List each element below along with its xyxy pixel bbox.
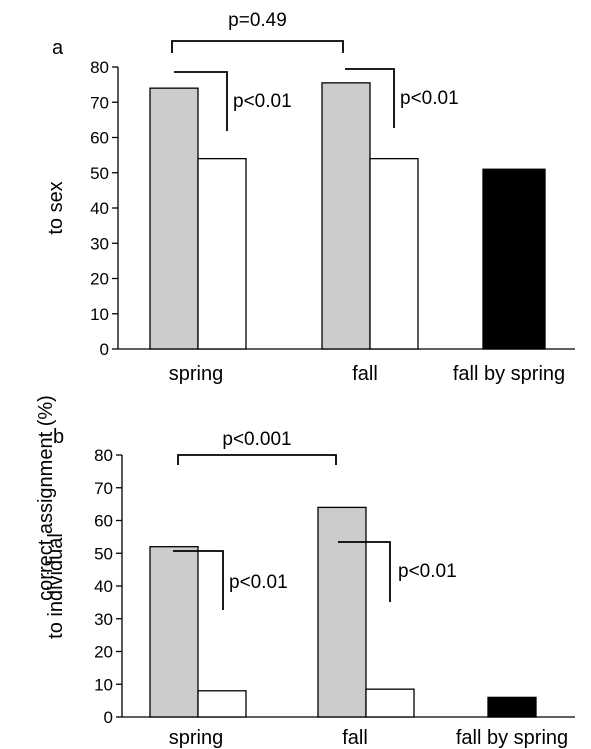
y-tick-label: 0 xyxy=(104,708,113,727)
panel-a-chart: a to sex 0 10 20 30 40 50 60 70 80 spring fall fall b… xyxy=(45,10,575,385)
category-label: fall by spring xyxy=(453,363,565,385)
significance-label: p<0.001 xyxy=(222,429,291,450)
panel-label: b xyxy=(53,426,64,448)
panel-label: a xyxy=(52,37,64,59)
significance-label: p<0.01 xyxy=(229,572,288,593)
bar xyxy=(149,546,199,718)
significance-label: p<0.01 xyxy=(398,561,457,582)
bar xyxy=(369,157,419,350)
y-tick-label: 10 xyxy=(94,675,113,694)
y-tick-label: 80 xyxy=(90,58,109,77)
pair-bracket xyxy=(173,550,224,610)
y-tick-label: 40 xyxy=(94,577,113,596)
y-tick-label: 60 xyxy=(90,129,109,148)
bar xyxy=(197,157,247,350)
bar xyxy=(365,688,415,718)
category-label: fall by spring xyxy=(456,727,568,749)
category-label: spring xyxy=(169,727,223,749)
y-tick-label: 70 xyxy=(94,479,113,498)
bar xyxy=(487,696,537,718)
y-axis-sublabel: to individual xyxy=(45,533,67,639)
category-label: fall xyxy=(352,363,378,385)
y-tick-label: 20 xyxy=(90,270,109,289)
bar xyxy=(197,690,247,718)
significance-label: p<0.01 xyxy=(400,88,459,109)
y-axis-sublabel: to sex xyxy=(45,181,67,234)
y-tick-label: 80 xyxy=(94,446,113,465)
comparison-bracket xyxy=(171,40,344,53)
y-tick-label: 40 xyxy=(90,199,109,218)
bar xyxy=(149,87,199,350)
significance-label: p=0.49 xyxy=(228,10,287,31)
y-tick-label: 30 xyxy=(90,234,109,253)
bar xyxy=(482,168,546,350)
y-tick-label: 0 xyxy=(100,340,109,359)
pair-bracket xyxy=(174,71,228,131)
y-tick-label: 70 xyxy=(90,93,109,112)
category-label: fall xyxy=(342,727,368,749)
y-tick-label: 10 xyxy=(90,305,109,324)
panel-b-chart: b to individual 0 10 20 30 40 50 60 70 80 spring fal… xyxy=(45,426,575,749)
pair-bracket xyxy=(345,68,395,128)
bar xyxy=(321,82,371,350)
y-tick-label: 50 xyxy=(90,164,109,183)
significance-label: p<0.01 xyxy=(233,91,292,112)
y-tick-label: 30 xyxy=(94,610,113,629)
bar xyxy=(317,506,367,718)
y-tick-label: 50 xyxy=(94,544,113,563)
pair-bracket xyxy=(338,541,391,602)
comparison-bracket xyxy=(177,454,337,465)
y-tick-label: 20 xyxy=(94,643,113,662)
shared-y-axis-label: correct assignment (%) xyxy=(35,395,57,601)
category-label: spring xyxy=(169,363,223,385)
y-tick-label: 60 xyxy=(94,512,113,531)
